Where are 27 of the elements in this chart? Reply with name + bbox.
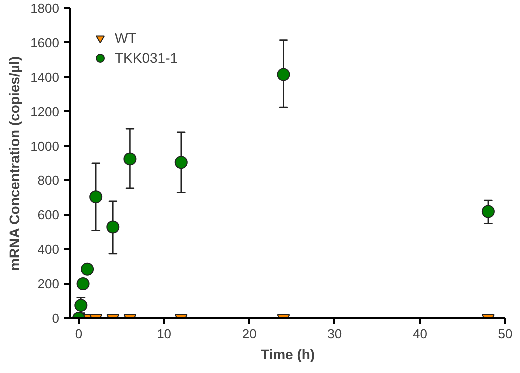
y-tick-label: 400 [38, 242, 60, 258]
point [174, 156, 188, 170]
y-tick-label: 1600 [30, 35, 60, 50]
x-tick-label: 20 [242, 326, 257, 342]
point [81, 262, 94, 276]
x-tick-label: 0 [75, 326, 83, 342]
x-axis-title: Time (h) [260, 346, 316, 362]
y-tick-label: 800 [38, 173, 60, 188]
legend-label: WT [115, 30, 137, 46]
legend-label: TKK031-1 [115, 50, 178, 66]
y-tick-label: 200 [38, 276, 60, 292]
x-tick-label: 10 [157, 326, 172, 342]
y-tick-label: 0 [52, 311, 60, 326]
y-tick-label: 1400 [30, 70, 60, 85]
y-tick-label: 1800 [30, 1, 60, 16]
x-tick-label: 50 [498, 326, 513, 342]
point [482, 205, 495, 218]
point [277, 68, 290, 82]
x-tick-label: 30 [328, 326, 342, 342]
point [90, 190, 103, 204]
y-tick-label: 600 [38, 208, 60, 223]
y-tick-label: 1200 [30, 104, 60, 120]
y-axis-title: mRNA Concentration (copies/µl) [6, 56, 23, 271]
x-tick-label: 40 [412, 326, 428, 342]
point [106, 220, 120, 234]
y-tick-label: 1000 [30, 138, 60, 154]
point [124, 152, 137, 166]
